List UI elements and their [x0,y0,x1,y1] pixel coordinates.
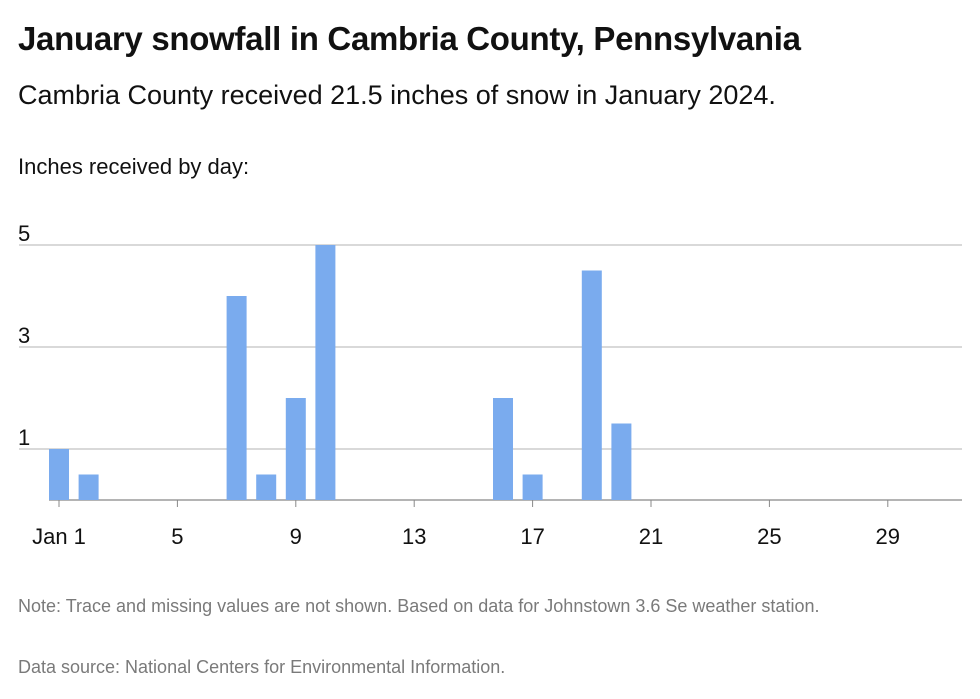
bar-day-20 [611,423,632,500]
y-tick-label: 3 [18,323,30,348]
x-tick-label: 25 [757,524,781,549]
bar-day-2 [78,474,99,500]
x-tick-label: 17 [520,524,544,549]
chart-note: Note: Trace and missing values are not s… [18,596,820,616]
bar-day-10 [315,245,336,500]
chart-subtitle: Cambria County received 21.5 inches of s… [18,80,776,110]
bar-day-1 [49,449,69,500]
y-axis-caption: Inches received by day: [18,154,250,179]
bar-day-9 [285,398,306,500]
bar-day-17 [522,474,543,500]
x-tick-label: 21 [639,524,663,549]
bar-day-7 [226,296,247,500]
bar-day-19 [581,270,602,500]
x-tick-label: 29 [876,524,900,549]
y-tick-label: 5 [18,221,30,246]
grid-lines [19,244,962,507]
x-tick-label: 9 [290,524,302,549]
x-tick-label: 13 [402,524,426,549]
bar-day-16 [493,398,513,500]
x-tick-label: 5 [171,524,183,549]
y-tick-label: 1 [18,425,30,450]
data-source: Data source: National Centers for Enviro… [18,657,506,677]
x-tick-label: Jan 1 [32,524,86,549]
bars [49,245,632,500]
chart-title: January snowfall in Cambria County, Penn… [18,20,801,57]
bar-day-8 [256,474,277,500]
